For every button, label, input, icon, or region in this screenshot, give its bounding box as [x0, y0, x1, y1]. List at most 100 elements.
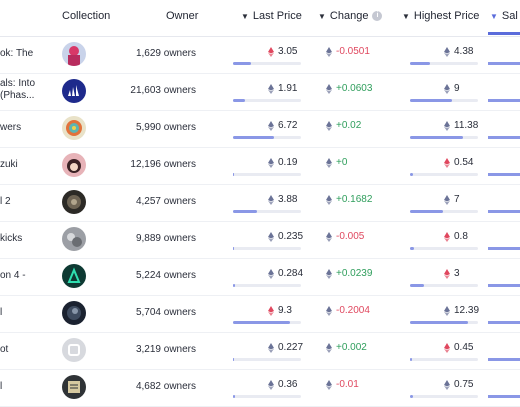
table-row[interactable]: ok: The 1,629 owners 3.05 -0.0501 4.38	[0, 36, 520, 74]
last-price-bar	[233, 358, 301, 361]
eth-icon	[268, 120, 274, 131]
table-row[interactable]: l 2 4,257 owners 3.88 +0.1682 7	[0, 184, 520, 222]
collection-avatar[interactable]	[62, 116, 86, 140]
eth-icon	[268, 46, 274, 57]
highest-price-bar	[410, 358, 478, 361]
table-header: Collection Owner ▼ Last Price ▼ Change i ▼ H…	[0, 0, 520, 37]
highest-price-bar	[410, 173, 478, 176]
column-last-price[interactable]: ▼ Last Price	[241, 10, 302, 22]
active-sort-underline	[488, 32, 520, 35]
eth-icon	[268, 305, 274, 316]
table-row[interactable]: ot 3,219 owners 0.227 +0.002 0.45	[0, 332, 520, 370]
highest-price-bar-fill	[410, 284, 425, 287]
highest-price-value: 11.38	[454, 120, 479, 131]
table-row[interactable]: l 5,704 owners 9.3 -0.2004 12.39	[0, 295, 520, 333]
collection-name[interactable]: l	[0, 381, 58, 393]
collection-avatar[interactable]	[62, 190, 86, 214]
collection-name[interactable]: kicks	[0, 233, 58, 245]
table-row[interactable]: l 4,682 owners 0.36 -0.01 0.75	[0, 369, 520, 407]
eth-icon	[326, 194, 332, 205]
eth-icon	[268, 83, 274, 94]
collection-name[interactable]: zuki	[0, 159, 58, 171]
collection-name[interactable]: on 4 -	[0, 270, 58, 282]
highest-price-bar	[410, 210, 478, 213]
highest-price-bar-fill	[410, 210, 443, 213]
table-row[interactable]: on 4 - 5,224 owners 0.284 +0.0239 3	[0, 258, 520, 296]
sales-bar	[488, 358, 520, 361]
column-highest-price-label: Highest Price	[413, 10, 480, 22]
collection-name[interactable]: ok: The	[0, 48, 58, 60]
highest-price: 0.54	[444, 157, 473, 168]
owners-count: 9,889 owners	[135, 233, 196, 244]
collection-avatar[interactable]	[62, 79, 86, 103]
owners-count: 5,704 owners	[135, 307, 196, 318]
price-change: -0.005	[326, 231, 364, 242]
collection-avatar[interactable]	[62, 153, 86, 177]
table-row[interactable]: zuki 12,196 owners 0.19 +0 0.54	[0, 147, 520, 185]
highest-price-bar-fill	[410, 173, 413, 176]
collection-name-line: kicks	[0, 233, 23, 244]
last-price-value: 0.19	[278, 157, 298, 168]
last-price-bar	[233, 99, 301, 102]
sales-bar	[488, 210, 520, 213]
collection-avatar[interactable]	[62, 301, 86, 325]
last-price-bar	[233, 210, 301, 213]
eth-icon	[326, 157, 332, 168]
column-owner[interactable]: Owner	[166, 10, 198, 22]
last-price-value: 3.05	[278, 46, 298, 57]
last-price-bar-fill	[233, 210, 257, 213]
collection-name-line: wers	[0, 122, 22, 133]
last-price-bar-fill	[233, 136, 274, 139]
collection-avatar[interactable]	[62, 375, 86, 399]
last-price-value: 1.91	[278, 83, 298, 94]
collection-name-line: l 2	[0, 196, 11, 207]
price-change: +0.0239	[326, 268, 372, 279]
highest-price-bar	[410, 62, 478, 65]
collection-name[interactable]: als: Into (Phas...	[0, 78, 58, 102]
info-icon[interactable]: i	[372, 11, 383, 21]
last-price-bar	[233, 395, 301, 398]
last-price-bar-fill	[233, 247, 235, 250]
collection-avatar[interactable]	[62, 264, 86, 288]
collection-name[interactable]: l	[0, 307, 58, 319]
price-change-value: +0.0603	[336, 83, 373, 94]
last-price: 6.72	[268, 120, 297, 131]
collection-name[interactable]: ot	[0, 344, 58, 356]
sales-bar	[488, 284, 520, 287]
column-collection[interactable]: Collection	[62, 10, 110, 22]
highest-price-value: 0.75	[454, 379, 474, 390]
eth-icon	[326, 379, 332, 390]
collection-name[interactable]: wers	[0, 122, 58, 134]
collection-avatar[interactable]	[62, 338, 86, 362]
highest-price-value: 4.38	[454, 46, 474, 57]
column-sales[interactable]: ▼ Sal	[490, 10, 518, 22]
owners-count: 3,219 owners	[135, 344, 196, 355]
last-price-bar-fill	[233, 62, 252, 65]
collection-avatar[interactable]	[62, 42, 86, 66]
collection-name[interactable]: l 2	[0, 196, 58, 208]
table-row[interactable]: kicks 9,889 owners 0.235 -0.005 0.8	[0, 221, 520, 259]
highest-price: 7	[444, 194, 460, 205]
highest-price-bar-fill	[410, 99, 453, 102]
table-row[interactable]: wers 5,990 owners 6.72 +0.02 11.38	[0, 110, 520, 148]
highest-price: 0.45	[444, 342, 473, 353]
eth-icon	[326, 231, 332, 242]
last-price-bar	[233, 136, 301, 139]
last-price-bar-fill	[233, 358, 235, 361]
owners-count: 4,257 owners	[135, 196, 196, 207]
column-last-price-label: Last Price	[252, 10, 302, 22]
collection-avatar[interactable]	[62, 227, 86, 251]
sales-bar	[488, 173, 520, 176]
last-price-bar-fill	[233, 395, 236, 398]
highest-price-bar-fill	[410, 62, 431, 65]
sales-bar	[488, 99, 520, 102]
price-change-value: +0.002	[336, 342, 367, 353]
sales-bar	[488, 62, 520, 65]
column-highest-price[interactable]: ▼ Highest Price	[402, 10, 479, 22]
owners-count: 5,990 owners	[135, 122, 196, 133]
price-change-value: +0	[336, 157, 348, 168]
highest-price-bar-fill	[410, 358, 413, 361]
highest-price-value: 0.8	[454, 231, 468, 242]
column-change[interactable]: ▼ Change i	[318, 10, 383, 22]
table-row[interactable]: als: Into (Phas... 21,603 owners 1.91 +0.060…	[0, 73, 520, 111]
